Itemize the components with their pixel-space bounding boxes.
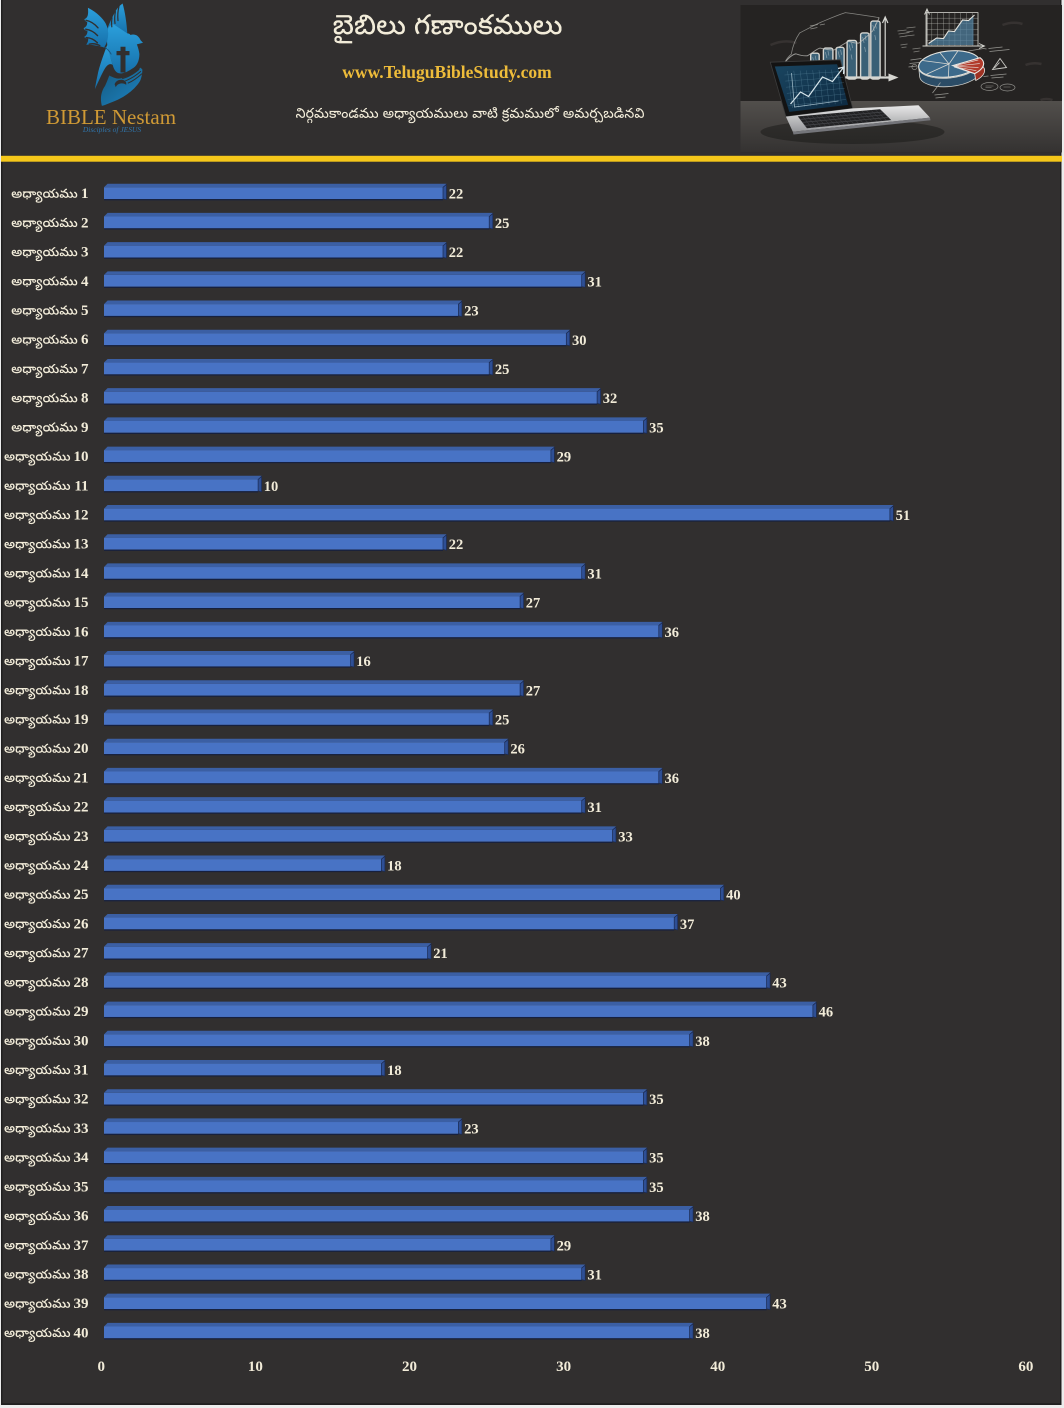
svg-text:8: 8 <box>81 391 89 407</box>
svg-text:20: 20 <box>402 1359 417 1375</box>
svg-text:38: 38 <box>695 1034 710 1050</box>
svg-text:22: 22 <box>74 800 89 816</box>
svg-text:38: 38 <box>74 1267 89 1283</box>
svg-text:33: 33 <box>74 1121 89 1137</box>
svg-text:28: 28 <box>74 975 89 991</box>
svg-text:12: 12 <box>74 508 89 524</box>
svg-text:9: 9 <box>81 420 89 436</box>
svg-text:16: 16 <box>74 624 90 640</box>
svg-text:11: 11 <box>74 478 88 494</box>
svg-text:26: 26 <box>510 742 525 758</box>
svg-text:38: 38 <box>695 1326 710 1342</box>
svg-text:23: 23 <box>464 304 479 320</box>
svg-text:23: 23 <box>464 1121 479 1137</box>
svg-text:2: 2 <box>81 215 89 231</box>
svg-text:0: 0 <box>98 1359 106 1375</box>
svg-text:51: 51 <box>896 508 911 524</box>
svg-text:36: 36 <box>665 625 680 641</box>
svg-text:50: 50 <box>864 1359 879 1375</box>
svg-text:30: 30 <box>74 1033 89 1049</box>
svg-text:6: 6 <box>81 332 89 348</box>
svg-text:18: 18 <box>387 1063 402 1079</box>
svg-text:60: 60 <box>1018 1359 1033 1375</box>
svg-text:25: 25 <box>495 216 510 232</box>
svg-text:27: 27 <box>526 683 541 699</box>
svg-text:3: 3 <box>81 245 89 261</box>
svg-text:43: 43 <box>772 975 787 991</box>
svg-text:10: 10 <box>74 449 89 465</box>
svg-text:35: 35 <box>74 1179 89 1195</box>
svg-text:18: 18 <box>74 683 89 699</box>
svg-text:15: 15 <box>74 595 89 611</box>
svg-text:31: 31 <box>587 1268 602 1284</box>
svg-text:21: 21 <box>433 946 448 962</box>
svg-text:32: 32 <box>603 391 618 407</box>
svg-text:18: 18 <box>387 859 402 875</box>
svg-text:31: 31 <box>587 566 602 582</box>
svg-text:38: 38 <box>695 1209 710 1225</box>
svg-text:5: 5 <box>81 303 89 319</box>
svg-text:35: 35 <box>649 1151 664 1167</box>
svg-text:43: 43 <box>772 1297 787 1313</box>
svg-text:29: 29 <box>74 1004 89 1020</box>
svg-text:37: 37 <box>74 1238 90 1254</box>
svg-text:33: 33 <box>618 829 633 845</box>
svg-text:20: 20 <box>74 741 89 757</box>
svg-text:22: 22 <box>449 537 464 553</box>
svg-text:46: 46 <box>819 1005 834 1021</box>
svg-text:31: 31 <box>587 800 602 816</box>
svg-text:27: 27 <box>526 596 541 612</box>
svg-text:21: 21 <box>74 770 89 786</box>
svg-text:22: 22 <box>449 245 464 261</box>
svg-text:25: 25 <box>74 887 89 903</box>
svg-text:16: 16 <box>356 654 371 670</box>
svg-text:10: 10 <box>264 479 279 495</box>
svg-text:31: 31 <box>74 1063 89 1079</box>
svg-text:31: 31 <box>587 274 602 290</box>
svg-text:27: 27 <box>74 946 90 962</box>
svg-text:14: 14 <box>74 566 90 582</box>
svg-text:40: 40 <box>710 1359 725 1375</box>
svg-text:40: 40 <box>74 1325 89 1341</box>
svg-text:29: 29 <box>557 1238 572 1254</box>
svg-text:36: 36 <box>74 1209 90 1225</box>
svg-text:BIBLE Nestam: BIBLE Nestam <box>46 105 176 129</box>
svg-text:32: 32 <box>74 1092 89 1108</box>
svg-text:www.TeluguBibleStudy.com: www.TeluguBibleStudy.com <box>342 62 552 82</box>
svg-text:10: 10 <box>248 1359 263 1375</box>
svg-text:Disciples of JESUS: Disciples of JESUS <box>82 125 142 134</box>
svg-text:36: 36 <box>665 771 680 787</box>
svg-text:35: 35 <box>649 1092 664 1108</box>
svg-text:35: 35 <box>649 420 664 436</box>
svg-text:29: 29 <box>557 450 572 466</box>
svg-text:17: 17 <box>74 654 90 670</box>
svg-text:7: 7 <box>81 362 89 378</box>
svg-text:30: 30 <box>572 333 587 349</box>
svg-text:22: 22 <box>449 187 464 203</box>
svg-text:30: 30 <box>556 1359 571 1375</box>
svg-text:23: 23 <box>74 829 89 845</box>
svg-text:19: 19 <box>74 712 89 728</box>
svg-text:34: 34 <box>74 1150 90 1166</box>
svg-text:40: 40 <box>726 888 741 904</box>
svg-text:39: 39 <box>74 1296 89 1312</box>
svg-text:25: 25 <box>495 713 510 729</box>
svg-text:24: 24 <box>74 858 90 874</box>
svg-text:13: 13 <box>74 537 89 553</box>
svg-text:1: 1 <box>81 186 89 202</box>
svg-text:4: 4 <box>81 274 89 290</box>
svg-text:37: 37 <box>680 917 695 933</box>
svg-text:26: 26 <box>74 917 90 933</box>
svg-text:35: 35 <box>649 1180 664 1196</box>
svg-text:25: 25 <box>495 362 510 378</box>
